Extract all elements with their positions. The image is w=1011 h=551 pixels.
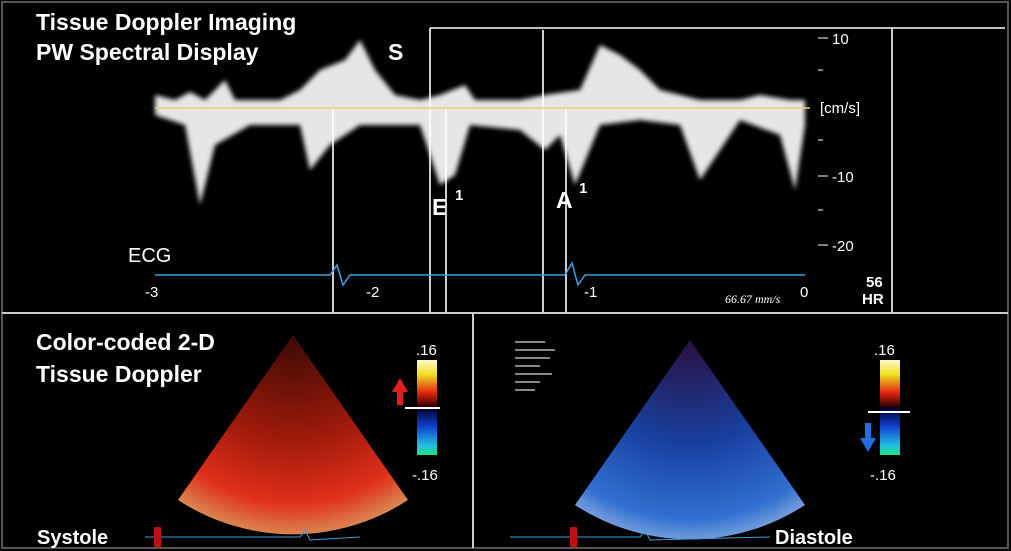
page: 10 [cm/s] -10 -20 Tissue Doppler Imaging… <box>0 0 1011 551</box>
velocity-tick: 10 <box>832 31 849 48</box>
title: Color-coded 2-D <box>36 329 215 355</box>
time-tick: -2 <box>366 284 379 301</box>
phase-label: Diastole <box>775 527 853 549</box>
ecg-label: ECG <box>128 245 171 267</box>
scale-max: .16 <box>874 342 895 359</box>
frame-marker <box>154 527 161 547</box>
figure: 10 [cm/s] -10 -20 Tissue Doppler Imaging… <box>0 0 1011 551</box>
time-tick: -1 <box>584 284 597 301</box>
heart-rate-unit: HR <box>862 291 884 308</box>
wave-label: A <box>556 187 573 213</box>
scale-min: -.16 <box>412 467 438 484</box>
title: PW Spectral Display <box>36 39 259 65</box>
frame-marker <box>570 527 577 547</box>
scale-max: .16 <box>416 342 437 359</box>
sweep-speed: 66.67 mm/s <box>725 292 781 306</box>
velocity-tick: -20 <box>832 238 854 255</box>
wave-label: E <box>432 194 447 220</box>
phase-label: Systole <box>37 527 108 549</box>
color-bar <box>880 360 900 455</box>
scale-min: -.16 <box>870 467 896 484</box>
velocity-unit: [cm/s] <box>820 100 860 117</box>
heart-rate: 56 <box>866 274 883 291</box>
time-tick: 0 <box>800 284 808 301</box>
title: Tissue Doppler Imaging <box>36 9 296 35</box>
wave-label-sup: 1 <box>579 180 587 197</box>
time-tick: -3 <box>145 284 158 301</box>
velocity-tick: -10 <box>832 169 854 186</box>
wave-label: S <box>388 39 403 65</box>
title: Tissue Doppler <box>36 361 202 387</box>
wave-label-sup: 1 <box>455 187 463 204</box>
